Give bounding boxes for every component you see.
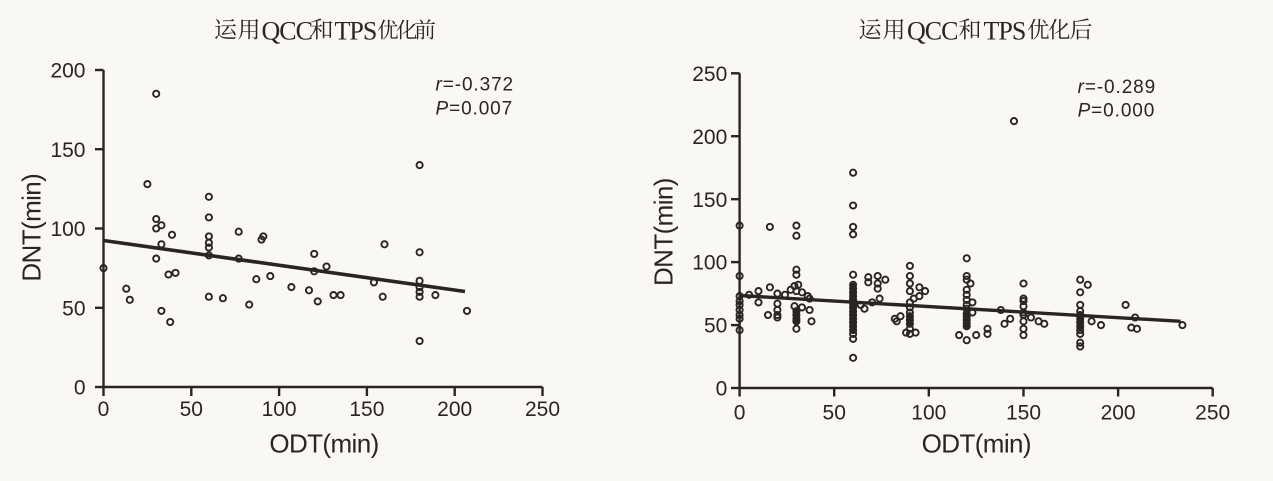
- svg-text:250: 250: [1195, 402, 1230, 425]
- svg-text:150: 150: [50, 139, 85, 162]
- svg-text:r=-0.289: r=-0.289: [1078, 77, 1157, 98]
- svg-text:ODT(min): ODT(min): [922, 428, 1031, 458]
- svg-text:P=0.007: P=0.007: [436, 98, 514, 119]
- svg-text:DNT(min): DNT(min): [16, 174, 46, 282]
- svg-text:DNT(min): DNT(min): [648, 178, 678, 286]
- svg-text:TPS: TPS: [335, 16, 377, 45]
- svg-text:100: 100: [50, 218, 85, 241]
- svg-text:150: 150: [692, 189, 727, 212]
- svg-text:TPS: TPS: [984, 16, 1026, 45]
- svg-text:0: 0: [74, 377, 86, 400]
- svg-text:50: 50: [823, 402, 846, 425]
- svg-text:0: 0: [98, 398, 110, 421]
- svg-text:100: 100: [911, 402, 946, 425]
- svg-text:QCC: QCC: [262, 16, 312, 45]
- svg-text:200: 200: [1101, 402, 1136, 425]
- svg-text:200: 200: [50, 60, 85, 83]
- svg-text:150: 150: [349, 398, 384, 421]
- svg-text:100: 100: [262, 398, 297, 421]
- svg-text:200: 200: [692, 126, 727, 149]
- svg-text:100: 100: [692, 252, 727, 275]
- svg-text:250: 250: [692, 63, 727, 86]
- svg-text:0: 0: [716, 378, 728, 401]
- svg-text:200: 200: [437, 398, 472, 421]
- svg-text:250: 250: [525, 398, 560, 421]
- svg-text:QCC: QCC: [907, 16, 957, 45]
- svg-text:ODT(min): ODT(min): [269, 428, 378, 458]
- svg-text:50: 50: [704, 315, 727, 338]
- svg-text:P=0.000: P=0.000: [1078, 101, 1156, 122]
- svg-text:150: 150: [1006, 402, 1041, 425]
- svg-text:50: 50: [180, 398, 203, 421]
- svg-text:50: 50: [62, 297, 85, 320]
- svg-text:r=-0.372: r=-0.372: [436, 75, 515, 96]
- svg-text:0: 0: [734, 402, 746, 425]
